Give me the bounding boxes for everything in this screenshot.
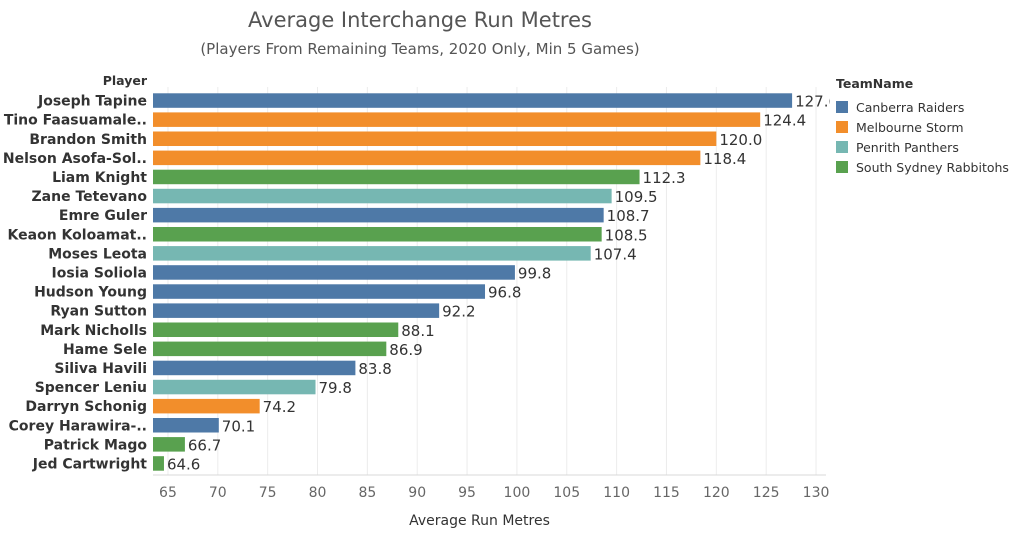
bar: [153, 322, 399, 338]
bar: [153, 226, 602, 242]
x-tick-label: 65: [159, 485, 177, 501]
x-tick-label: 120: [703, 485, 730, 501]
bar: [153, 360, 356, 376]
data-label: 66.7: [188, 436, 221, 454]
legend-swatch: [836, 141, 848, 153]
player-label: Corey Harawira-..: [9, 418, 147, 434]
data-label: 83.8: [358, 360, 391, 378]
x-tick-label: 100: [504, 485, 531, 501]
legend-label: Melbourne Storm: [856, 119, 964, 135]
player-label: Patrick Mago: [44, 437, 148, 453]
x-tick-label: 130: [803, 485, 830, 501]
x-tick-label: 70: [209, 485, 227, 501]
bar-chart: 65 70 75 80 85 90 95 100 105 110 115 120 125 130 Avera…: [3, 73, 830, 529]
player-label: Jed Cartwright: [32, 456, 148, 472]
legend: TeamName Canberra Raiders Melbourne Storm…: [836, 76, 1009, 177]
bar: [153, 341, 387, 357]
data-label: 88.1: [401, 322, 434, 340]
x-tick-label: 105: [553, 485, 580, 501]
x-tick-label: 80: [309, 485, 327, 501]
legend-label: Penrith Panthers: [856, 139, 959, 155]
data-label: 86.9: [389, 341, 422, 359]
bar: [153, 265, 515, 280]
bar: [153, 246, 591, 261]
player-label: Iosia Soliola: [52, 265, 147, 281]
data-label: 124.4: [763, 112, 806, 130]
bar: [153, 150, 701, 166]
data-label: 107.4: [594, 245, 637, 263]
player-label: Liam Knight: [52, 170, 147, 186]
player-label: Darryn Schonig: [25, 399, 147, 415]
player-label: Hudson Young: [34, 285, 147, 301]
player-label: Siliva Havili: [54, 361, 147, 377]
legend-label: South Sydney Rabbitohs: [856, 159, 1009, 175]
bar: [153, 437, 185, 452]
data-label: 96.8: [488, 284, 521, 302]
bar: [153, 207, 604, 223]
x-tick-label: 115: [653, 485, 680, 501]
data-label: 74.2: [263, 398, 296, 416]
bar: [153, 398, 260, 414]
chart-subtitle: (Players From Remaining Teams, 2020 Only…: [200, 40, 640, 58]
legend-items: Canberra Raiders Melbourne Storm Penrith P…: [836, 97, 1009, 177]
x-tick-label: 85: [358, 485, 376, 501]
bar: [153, 417, 219, 433]
bar: [153, 284, 486, 299]
player-label: Keaon Koloamat..: [8, 227, 147, 243]
bar: [153, 131, 717, 147]
data-label: 92.2: [442, 303, 475, 321]
data-label: 108.7: [607, 207, 650, 225]
legend-swatch: [836, 121, 848, 133]
legend-item[interactable]: Melbourne Storm: [836, 117, 1009, 137]
player-label: Moses Leota: [48, 246, 147, 262]
bar: [153, 379, 316, 395]
legend-swatch: [836, 161, 848, 173]
player-label: Ryan Sutton: [50, 304, 147, 320]
data-label: 120.0: [719, 131, 762, 149]
legend-item[interactable]: Penrith Panthers: [836, 137, 1009, 157]
bar: [153, 456, 164, 471]
player-label: Joseph Tapine: [37, 94, 147, 110]
row-header: Player: [103, 73, 148, 88]
data-label: 79.8: [319, 379, 352, 397]
x-axis-title: Average Run Metres: [409, 513, 550, 529]
player-label: Tino Faasuamale..: [4, 113, 147, 129]
player-label: Mark Nicholls: [40, 323, 147, 339]
bar: [153, 303, 440, 318]
legend-item[interactable]: Canberra Raiders: [836, 97, 1009, 117]
player-label: Zane Tetevano: [32, 189, 148, 205]
bar: [153, 169, 640, 185]
legend-swatch: [836, 101, 848, 113]
legend-title: TeamName: [836, 76, 914, 91]
data-label: 99.8: [518, 264, 551, 282]
x-tick-label: 75: [259, 485, 277, 501]
chart-title: Average Interchange Run Metres: [248, 8, 592, 32]
data-label: 109.5: [615, 188, 658, 206]
player-label: Nelson Asofa-Sol..: [3, 151, 147, 167]
x-tick-label: 125: [753, 485, 780, 501]
data-label: 112.3: [643, 169, 686, 187]
data-label: 64.6: [167, 455, 200, 473]
player-label: Hame Sele: [63, 342, 147, 358]
x-tick-label: 110: [603, 485, 630, 501]
bar: [153, 112, 761, 127]
x-tick-label: 90: [408, 485, 426, 501]
bar: [153, 188, 612, 204]
player-label: Spencer Leniu: [35, 380, 147, 396]
data-label: 108.5: [605, 226, 648, 244]
player-label: Brandon Smith: [29, 132, 147, 148]
x-tick-label: 95: [458, 485, 476, 501]
data-label: 70.1: [222, 417, 255, 435]
legend-label: Canberra Raiders: [856, 99, 965, 115]
legend-item[interactable]: South Sydney Rabbitohs: [836, 157, 1009, 177]
data-label: 118.4: [703, 150, 746, 168]
data-label: 127.6: [795, 93, 830, 111]
bar: [153, 93, 793, 108]
player-label: Emre Guler: [59, 208, 147, 224]
